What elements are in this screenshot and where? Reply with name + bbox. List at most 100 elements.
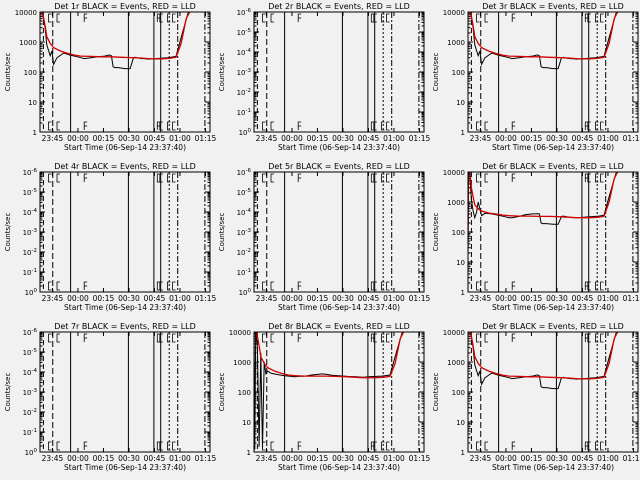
event-marker [595,13,599,23]
series-line [469,332,619,380]
event-marker [297,173,302,182]
event-marker [373,121,377,131]
x-axis-label: Start Time (06-Sep-14 23:37:40) [278,143,400,152]
event-marker [270,441,274,451]
event-marker [476,13,480,23]
event-marker [83,441,88,450]
event-marker [484,173,488,183]
y-tick-label: 10-4 [23,368,38,377]
event-marker [270,333,274,343]
event-marker [484,121,488,131]
event-marker [386,13,390,23]
event-marker [476,333,480,343]
y-tick-label: 10000 [15,9,37,17]
event-marker [587,281,591,291]
y-tick-label: 10-3 [23,228,38,237]
y-axis-label: Counts/sec [432,53,440,92]
event-marker [386,173,390,183]
x-tick-label: 00:30 [332,134,354,143]
x-axis-label: Start Time (06-Sep-14 23:37:40) [64,143,186,152]
y-tick-label: 10-5 [23,348,38,357]
series-line [41,12,191,70]
series-line [255,332,405,379]
x-tick-label: 00:45 [144,294,166,303]
y-tick-label: 10 [456,419,465,427]
plot-frame [39,331,211,453]
event-marker [587,13,591,23]
x-tick-label: 23:45 [256,294,278,303]
x-tick-label: 00:00 [67,454,89,463]
y-tick-label: 10000 [443,329,465,337]
x-tick-label: 01:00 [169,294,191,303]
y-tick-label: 10-1 [23,268,37,277]
x-tick-label: 23:45 [42,134,64,143]
y-tick-label: 10-3 [237,68,252,77]
y-axis-label: Counts/sec [4,213,12,252]
event-marker [587,333,591,343]
event-marker [56,281,60,291]
event-marker [386,121,390,131]
chart-title: Det 2r BLACK = Events, RED = LLD [268,2,410,11]
event-marker [373,333,377,343]
y-tick-label: 10-1 [23,428,37,437]
x-tick-label: 01:00 [597,134,619,143]
event-marker [476,281,480,291]
event-marker [56,441,60,451]
x-tick-label: 23:45 [42,294,64,303]
y-tick-label: 10-2 [237,88,251,97]
x-axis-label: Start Time (06-Sep-14 23:37:40) [64,463,186,472]
event-marker [156,441,161,451]
event-marker [270,281,274,291]
event-marker [297,281,302,290]
x-axis-label: Start Time (06-Sep-14 23:37:40) [64,303,186,312]
event-marker [159,121,163,131]
x-tick-label: 01:15 [409,454,431,463]
x-tick-label: 00:00 [281,294,303,303]
y-tick-label: 10 [242,419,251,427]
event-marker [167,173,171,183]
x-tick-label: 01:00 [169,134,191,143]
event-marker [48,333,52,343]
x-tick-label: 00:45 [358,294,380,303]
chart-title: Det 8r BLACK = Events, RED = LLD [268,322,410,331]
x-tick-label: 00:45 [572,134,594,143]
plot-frame [253,171,425,293]
x-tick-label: 01:15 [409,294,431,303]
event-marker [270,121,274,131]
y-tick-label: 10 [28,99,37,107]
x-tick-label: 01:15 [623,454,640,463]
y-tick-label: 10-2 [23,248,37,257]
y-axis-label: Counts/sec [4,373,12,412]
x-axis-label: Start Time (06-Sep-14 23:37:40) [278,303,400,312]
event-marker [370,13,375,23]
x-axis-label: Start Time (06-Sep-14 23:37:40) [492,463,614,472]
event-marker [56,13,60,23]
series-line [468,172,619,248]
event-marker [83,333,88,342]
event-marker [56,333,60,343]
event-marker [167,333,171,343]
x-tick-label: 00:15 [521,454,543,463]
y-tick-label: 1000 [233,359,251,367]
event-marker [511,173,516,182]
event-marker [262,121,266,131]
y-axis-label: Counts/sec [432,213,440,252]
y-tick-label: 1000 [447,199,465,207]
x-tick-label: 00:00 [281,454,303,463]
chart-title: Det 7r BLACK = Events, RED = LLD [54,322,196,331]
event-marker [511,281,516,290]
y-tick-label: 10-4 [23,208,38,217]
y-axis-label: Counts/sec [432,373,440,412]
event-marker [159,173,163,183]
event-marker [373,441,377,451]
x-tick-label: 00:15 [307,294,329,303]
event-marker [48,441,52,451]
y-tick-label: 10-4 [237,208,252,217]
series-line [469,12,619,60]
event-marker [167,13,171,23]
event-marker [156,173,161,183]
